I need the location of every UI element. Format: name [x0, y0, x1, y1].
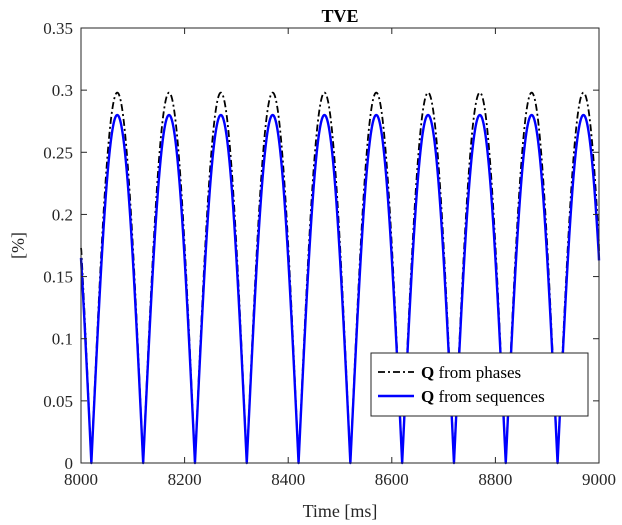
y-axis-label: [%]	[8, 232, 28, 259]
legend-entry-bold: Q	[421, 363, 434, 382]
y-tick-label: 0.15	[43, 268, 73, 287]
y-tick-label: 0	[65, 454, 74, 473]
x-tick-label: 8200	[168, 470, 202, 489]
plot-lines	[79, 91, 601, 465]
y-axis: 0 0.05 0.1 0.15 0.2 0.25 0.3 0.35	[43, 19, 599, 473]
y-tick-label: 0.2	[52, 205, 73, 224]
y-tick-label: 0.3	[52, 81, 73, 100]
x-tick-label: 8800	[478, 470, 512, 489]
legend-entry: Q from sequences	[421, 387, 545, 406]
y-tick-label: 0.05	[43, 392, 73, 411]
x-axis-label: Time [ms]	[303, 501, 378, 521]
x-tick-label: 8000	[64, 470, 98, 489]
series-line-sequences	[79, 113, 601, 465]
y-tick-label: 0.1	[52, 330, 73, 349]
y-tick-label: 0.35	[43, 19, 73, 38]
chart-title: TVE	[321, 6, 358, 26]
legend-entry-rest: from sequences	[434, 387, 544, 406]
x-tick-label: 8400	[271, 470, 305, 489]
x-axis: 8000 8200 8400 8600 8800 9000	[64, 28, 616, 489]
legend-entry: Q from phases	[421, 363, 521, 382]
y-tick-label: 0.25	[43, 143, 73, 162]
x-tick-label: 8600	[375, 470, 409, 489]
legend-entry-rest: from phases	[434, 363, 521, 382]
legend-entry-bold: Q	[421, 387, 434, 406]
axes-box	[80, 27, 600, 464]
legend-box	[370, 352, 589, 417]
x-tick-label: 9000	[582, 470, 616, 489]
